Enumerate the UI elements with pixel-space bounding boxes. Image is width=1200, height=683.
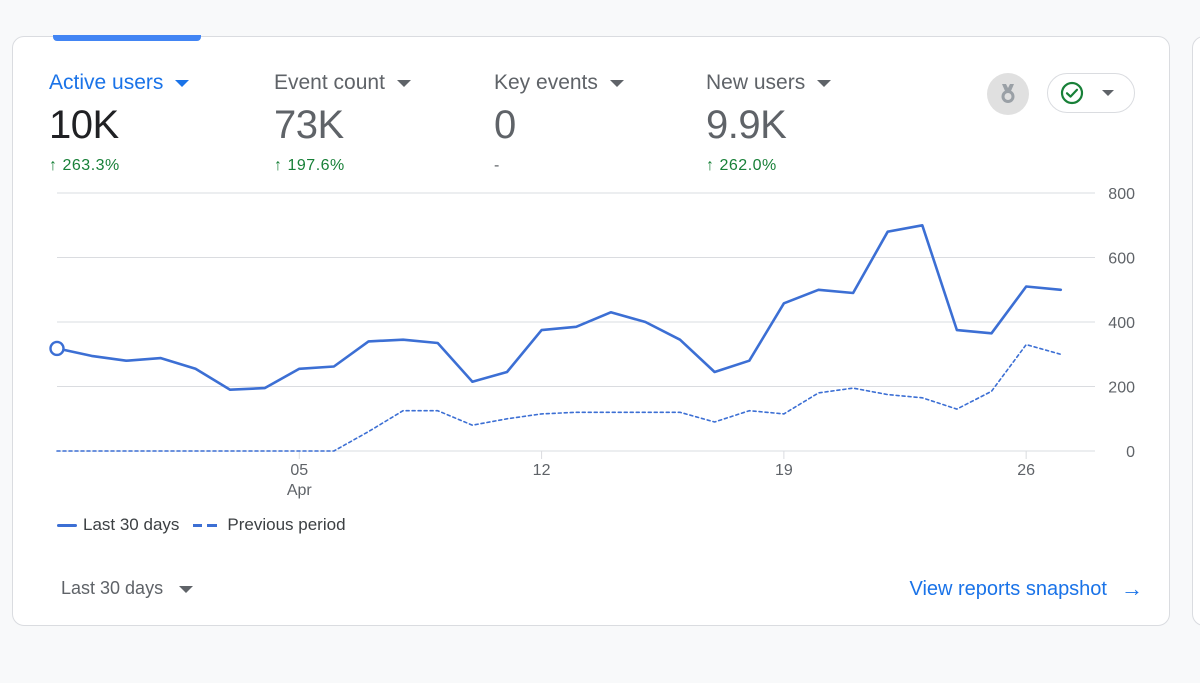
- x-tick-label: 05: [290, 462, 308, 479]
- chevron-down-icon: [175, 80, 190, 87]
- metric-key-events[interactable]: Key events 0 -: [494, 71, 624, 175]
- data-point-marker: [49, 340, 65, 357]
- legend-item: Last 30 days: [57, 515, 179, 535]
- solid-line-swatch: [57, 523, 77, 527]
- insights-button[interactable]: [987, 73, 1029, 115]
- view-link-label: View reports snapshot: [909, 577, 1107, 600]
- metric-event-count[interactable]: Event count 73K ↑ 197.6%: [274, 71, 411, 175]
- metric-value: 0: [494, 103, 516, 147]
- arrow-up-icon: ↑: [706, 157, 715, 174]
- y-tick-label: 200: [1108, 380, 1135, 397]
- chevron-down-icon: [609, 80, 624, 87]
- y-tick-label: 800: [1108, 186, 1135, 203]
- metric-delta: 262.0%: [719, 157, 777, 174]
- legend-label: Previous period: [227, 515, 346, 534]
- chevron-down-icon: [179, 585, 194, 593]
- last-30-days-line: [55, 224, 1063, 391]
- metric-label: Event count: [274, 71, 385, 94]
- data-quality-dropdown[interactable]: [1047, 73, 1135, 113]
- metric-delta: 197.6%: [287, 157, 345, 174]
- arrow-up-icon: ↑: [274, 157, 283, 174]
- y-tick-label: 400: [1108, 315, 1135, 332]
- metric-active-users[interactable]: Active users 10K ↑ 263.3%: [49, 71, 190, 175]
- chevron-down-icon: [1102, 90, 1114, 96]
- selected-tab-indicator: [53, 35, 201, 41]
- metric-label: Key events: [494, 71, 598, 94]
- award-ribbon-icon: [1001, 84, 1015, 103]
- arrow-right-icon: →: [1121, 576, 1143, 601]
- view-reports-snapshot-link[interactable]: View reports snapshot →: [909, 576, 1143, 602]
- dashed-line-swatch: [193, 523, 218, 527]
- metric-label: Active users: [49, 71, 164, 94]
- overview-card: Active users 10K ↑ 263.3% Event count 73K…: [12, 35, 1170, 626]
- x-tick-sublabel: Apr: [287, 482, 313, 499]
- previous-period-line: [56, 343, 1062, 452]
- metric-value: 73K: [274, 103, 344, 147]
- metric-delta: 263.3%: [62, 157, 120, 174]
- legend-item: Previous period: [193, 515, 346, 535]
- chart-legend: Last 30 days Previous period: [57, 515, 360, 535]
- arrow-up-icon: ↑: [49, 157, 58, 174]
- metric-delta: -: [494, 157, 500, 174]
- date-range-dropdown[interactable]: Last 30 days: [61, 578, 194, 599]
- x-tick-label: 26: [1017, 462, 1035, 479]
- y-tick-label: 600: [1108, 251, 1135, 268]
- legend-label: Last 30 days: [83, 515, 180, 534]
- metric-new-users[interactable]: New users 9.9K ↑ 262.0%: [706, 71, 832, 175]
- y-tick-label: 0: [1126, 444, 1135, 461]
- x-tick-label: 19: [775, 462, 793, 479]
- metric-value: 9.9K: [706, 103, 787, 147]
- chevron-down-icon: [817, 80, 832, 87]
- metric-value: 10K: [49, 103, 119, 147]
- adjacent-card: [1192, 36, 1200, 626]
- x-tick-label: 12: [533, 462, 551, 479]
- chevron-down-icon: [396, 80, 411, 87]
- check-circle-icon: [1060, 81, 1084, 105]
- date-range-label: Last 30 days: [61, 578, 164, 598]
- metric-label: New users: [706, 71, 806, 94]
